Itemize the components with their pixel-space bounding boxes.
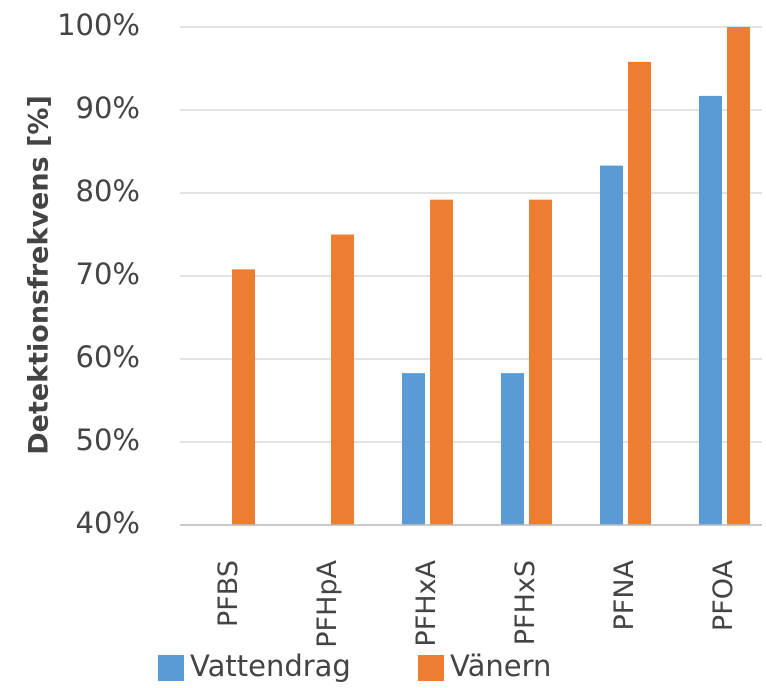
bar <box>232 269 255 525</box>
y-tick-label: 90% <box>76 91 140 125</box>
y-tick-label: 50% <box>76 423 140 457</box>
bar <box>331 234 354 525</box>
bar <box>699 95 722 525</box>
y-tick-label: 100% <box>57 8 140 42</box>
bar <box>628 61 651 526</box>
y-tick-label: 70% <box>76 257 140 291</box>
legend-label: Vänern <box>450 649 551 683</box>
y-axis-label: Detektionsfrekvens [%] <box>24 95 55 455</box>
bar <box>529 199 552 525</box>
y-tick-label: 40% <box>76 506 140 540</box>
bar <box>501 373 524 525</box>
y-tick-label: 80% <box>76 174 140 208</box>
bar <box>600 165 623 526</box>
x-tick-label: PFHpA <box>312 559 343 647</box>
legend-swatch <box>158 655 184 681</box>
legend-label: Vattendrag <box>190 649 351 683</box>
bar <box>430 199 453 525</box>
legend-swatch <box>418 655 444 681</box>
x-tick-label: PFNA <box>609 559 640 630</box>
x-tick-label: PFHxA <box>411 559 442 646</box>
bar <box>402 373 425 525</box>
x-tick-label: PFBS <box>213 560 244 627</box>
y-tick-label: 60% <box>76 340 140 374</box>
x-tick-label: PFHxS <box>510 560 541 645</box>
x-tick-label: PFOA <box>708 559 739 631</box>
bar <box>727 27 750 525</box>
